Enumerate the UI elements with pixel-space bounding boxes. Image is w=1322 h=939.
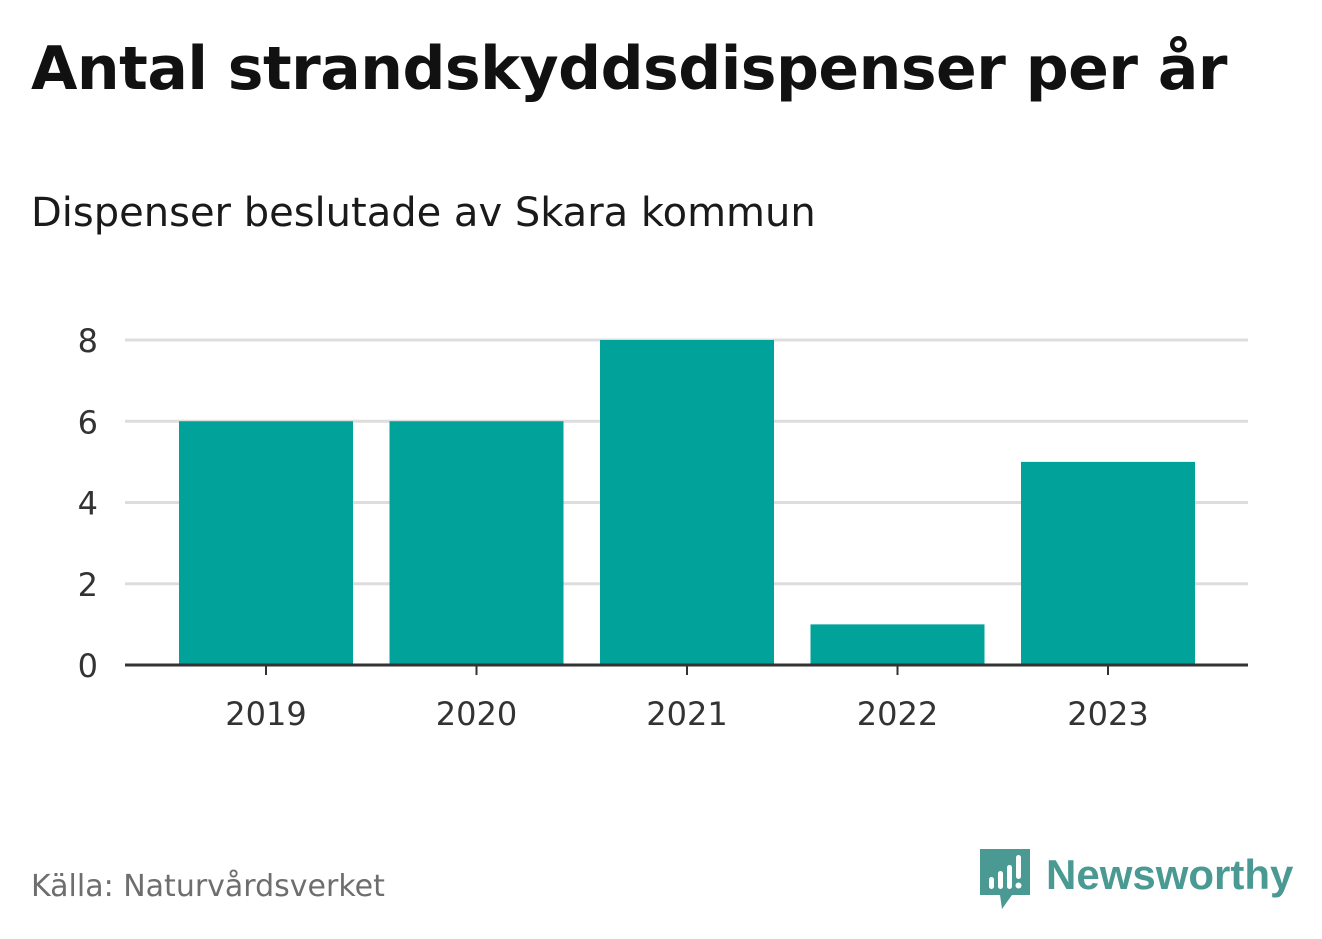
- bar-2022: [810, 624, 985, 665]
- y-tick-label: 6: [78, 403, 98, 441]
- y-tick-label: 2: [78, 566, 98, 604]
- x-tick-label: 2020: [436, 695, 517, 733]
- y-tick-label: 8: [78, 322, 98, 360]
- x-tick-label: 2022: [857, 695, 938, 733]
- x-tick-label: 2023: [1067, 695, 1148, 733]
- y-tick-label: 0: [78, 647, 98, 685]
- bar-2020: [389, 421, 564, 665]
- newsworthy-logo-icon: [980, 849, 1030, 909]
- y-tick-label: 4: [78, 485, 98, 523]
- chart-title: Antal strandskyddsdispenser per år: [31, 34, 1227, 104]
- bar-2021: [600, 340, 774, 665]
- source-note: Källa: Naturvårdsverket: [31, 869, 385, 904]
- chart-subtitle: Dispenser beslutade av Skara kommun: [31, 190, 816, 236]
- bar-chart: 0 2 4 6 8 2019 2020 2021 2022 2023: [78, 322, 1248, 733]
- x-tick-label: 2019: [225, 695, 306, 733]
- x-tick-label: 2021: [646, 695, 727, 733]
- bar-2023: [1021, 461, 1195, 665]
- axes: 0 2 4 6 8 2019 2020 2021 2022 2023: [78, 322, 1248, 733]
- brand-logo: Newsworthy: [980, 848, 1293, 912]
- bar-2019: [179, 421, 353, 665]
- brand-name: Newsworthy: [1046, 851, 1294, 898]
- bars: [179, 340, 1195, 665]
